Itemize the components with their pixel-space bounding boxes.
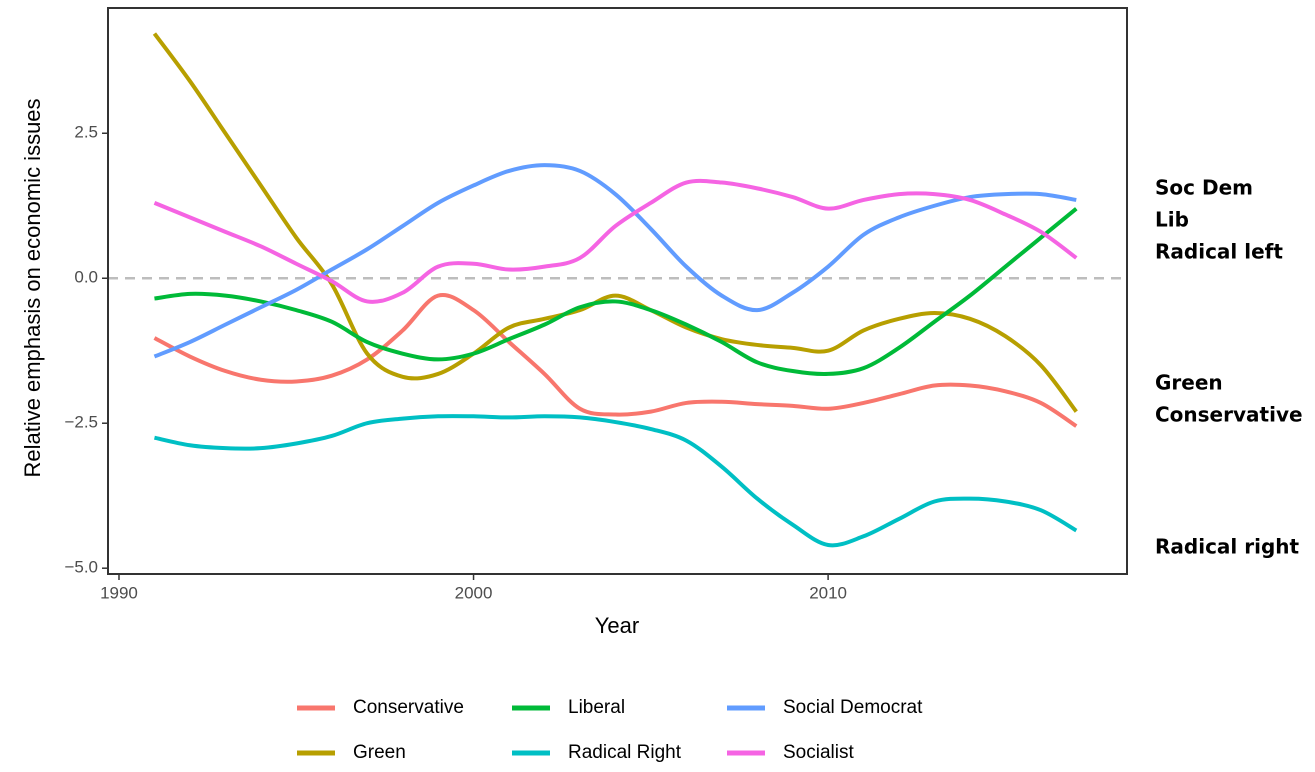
legend-label: Conservative <box>353 697 464 718</box>
annotation: Radical right <box>1155 535 1300 559</box>
x-tick-label: 1990 <box>100 583 138 602</box>
series-line <box>153 163 1077 359</box>
plot-border <box>107 7 1128 575</box>
series-line <box>154 414 1078 548</box>
x-tick-label: 2010 <box>809 583 847 602</box>
y-tick-label: 2.5 <box>74 123 98 142</box>
legend-label: Liberal <box>568 697 625 718</box>
legend-label: Socialist <box>783 742 854 763</box>
annotation: Conservative <box>1155 403 1303 427</box>
legend-label: Radical Right <box>568 742 682 763</box>
legend-label: Green <box>353 742 406 763</box>
y-axis-title: Relative emphasis on economic issues <box>20 98 45 477</box>
x-axis-title: Year <box>595 613 639 638</box>
y-tick-label: 0.0 <box>74 268 98 287</box>
x-tick-label: 2000 <box>455 583 493 602</box>
series-line <box>152 32 1078 413</box>
y-tick-label: −5.0 <box>64 558 98 577</box>
annotation: Green <box>1155 371 1223 395</box>
annotation: Lib <box>1155 208 1189 232</box>
series-line <box>153 178 1078 304</box>
y-tick-label: −2.5 <box>64 413 98 432</box>
series-line <box>153 292 1078 428</box>
annotation: Radical left <box>1155 240 1283 264</box>
series-line <box>154 207 1078 377</box>
legend-label: Social Democrat <box>783 697 923 718</box>
annotation: Soc Dem <box>1155 176 1253 200</box>
